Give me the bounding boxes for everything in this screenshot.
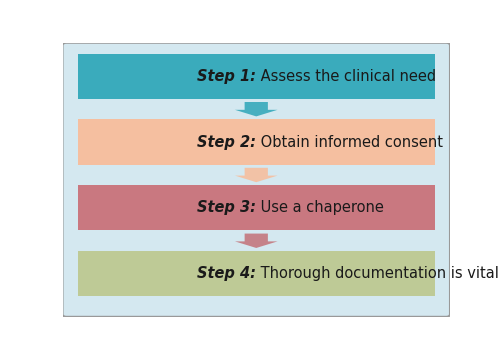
Bar (78, 120, 434, 165)
Text: Step 3:: Step 3: (197, 200, 256, 215)
Bar (78, 251, 434, 296)
Text: Step 2:: Step 2: (197, 135, 256, 150)
Bar (78, 185, 434, 230)
Text: Step 1:: Step 1: (197, 69, 256, 84)
Bar (78, 54, 434, 99)
FancyBboxPatch shape (62, 43, 450, 317)
Polygon shape (235, 168, 278, 182)
Text: Assess the clinical need: Assess the clinical need (256, 69, 436, 84)
Text: Thorough documentation is vital: Thorough documentation is vital (256, 266, 499, 281)
Text: Use a chaperone: Use a chaperone (256, 200, 384, 215)
Polygon shape (235, 102, 278, 116)
Polygon shape (235, 234, 278, 248)
Text: Obtain informed consent: Obtain informed consent (256, 135, 444, 150)
Text: Step 4:: Step 4: (197, 266, 256, 281)
